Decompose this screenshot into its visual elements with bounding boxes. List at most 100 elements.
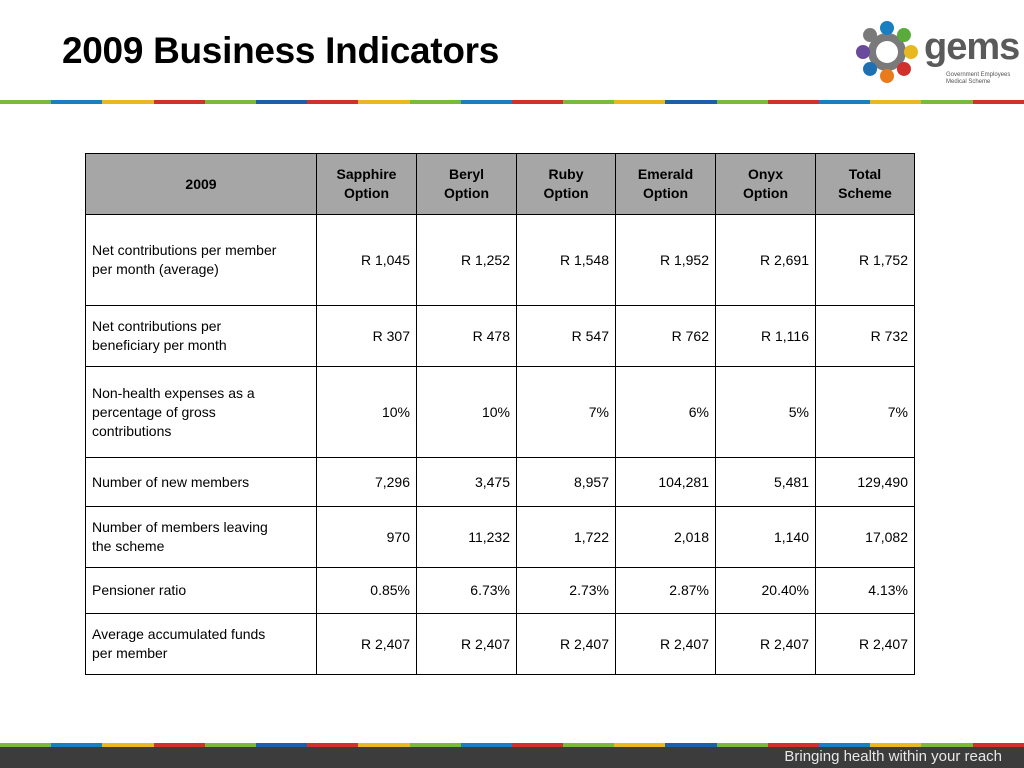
stripe-segment — [153, 743, 205, 747]
table-row: Average accumulated funds per member R 2,… — [85, 613, 915, 675]
table-cell: R 1,252 — [416, 214, 517, 306]
stripe-segment — [819, 100, 871, 104]
table-cell: R 547 — [516, 305, 616, 367]
table-cell: 1,140 — [715, 506, 816, 568]
table-cell: R 2,407 — [615, 613, 716, 675]
table-cell: R 1,045 — [316, 214, 417, 306]
table-cell: 970 — [316, 506, 417, 568]
stripe-segment — [307, 743, 359, 747]
table-cell: R 1,116 — [715, 305, 816, 367]
logo-petal — [880, 69, 894, 83]
stripe-segment — [614, 100, 666, 104]
stripe-segment — [204, 100, 256, 104]
table-row: Number of members leaving the scheme 970 … — [85, 506, 915, 568]
table-header-row: 2009 Sapphire Option Beryl Option Ruby Opti… — [85, 153, 915, 215]
table-cell: 3,475 — [416, 457, 517, 507]
table-cell: 7% — [516, 366, 616, 458]
gems-logo: gems Government Employees Medical Scheme — [852, 14, 1020, 90]
logo-petal — [863, 28, 878, 43]
stripe-segment — [921, 743, 973, 747]
stripe-segment — [716, 743, 768, 747]
table-cell: 7,296 — [316, 457, 417, 507]
logo-petal — [896, 28, 911, 43]
table-cell: 104,281 — [615, 457, 716, 507]
stripe-segment — [409, 100, 461, 104]
table-cell: R 1,952 — [615, 214, 716, 306]
table-cell: 17,082 — [815, 506, 915, 568]
table-cell: R 1,548 — [516, 214, 616, 306]
stripe-segment — [819, 743, 871, 747]
table-cell: R 1,752 — [815, 214, 915, 306]
header-color-stripe — [0, 100, 1024, 104]
table-cell: 1,722 — [516, 506, 616, 568]
table-row: Non-health expenses as a percentage of gr… — [85, 366, 915, 458]
table-cell: 2,018 — [615, 506, 716, 568]
logo-subtitle-line: Government Employees — [946, 72, 1011, 78]
stripe-segment — [0, 743, 52, 747]
table-cell: 0.85% — [316, 567, 417, 614]
logo-wordmark: gems — [924, 26, 1020, 68]
stripe-segment — [665, 100, 717, 104]
stripe-segment — [153, 100, 205, 104]
table-cell: R 762 — [615, 305, 716, 367]
logo-petal — [856, 45, 870, 59]
stripe-segment — [51, 743, 103, 747]
table-cell: 8,957 — [516, 457, 616, 507]
stripe-segment — [204, 743, 256, 747]
stripe-segment — [563, 743, 615, 747]
stripe-segment — [563, 100, 615, 104]
table-cell: 5% — [715, 366, 816, 458]
table-cell: R 2,407 — [516, 613, 616, 675]
stripe-segment — [409, 743, 461, 747]
table-cell: 5,481 — [715, 457, 816, 507]
table-cell: 20.40% — [715, 567, 816, 614]
stripe-segment — [767, 743, 819, 747]
stripe-segment — [255, 743, 308, 747]
footer-tagline: Bringing health within your reach — [784, 748, 1002, 765]
header-year: 2009 — [85, 153, 317, 215]
table-row: Number of new members 7,296 3,475 8,957 … — [85, 457, 915, 507]
table-cell: 10% — [416, 366, 517, 458]
stripe-segment — [921, 100, 973, 104]
stripe-segment — [665, 743, 717, 747]
row-label: Net contributions per member per month (a… — [85, 214, 317, 306]
table-cell: R 478 — [416, 305, 517, 367]
table-cell: R 2,407 — [316, 613, 417, 675]
table-cell: R 307 — [316, 305, 417, 367]
stripe-segment — [716, 100, 768, 104]
stripe-segment — [870, 743, 922, 747]
stripe-segment — [972, 743, 1024, 747]
stripe-segment — [51, 100, 103, 104]
stripe-segment — [460, 743, 512, 747]
header-beryl-option: Beryl Option — [416, 153, 517, 215]
slide-title: 2009 Business Indicators — [62, 30, 499, 71]
business-indicators-table: 2009 Sapphire Option Beryl Option Ruby Opti… — [85, 153, 915, 675]
stripe-segment — [870, 100, 922, 104]
table-cell: R 2,691 — [715, 214, 816, 306]
header-ruby-option: Ruby Option — [516, 153, 616, 215]
logo-petal — [880, 21, 894, 35]
stripe-segment — [102, 743, 154, 747]
row-label: Net contributions per beneficiary per mon… — [85, 305, 317, 367]
stripe-segment — [767, 100, 819, 104]
row-label: Average accumulated funds per member — [85, 613, 317, 675]
table-cell: 10% — [316, 366, 417, 458]
header-onyx-option: Onyx Option — [715, 153, 816, 215]
stripe-segment — [358, 100, 410, 104]
logo-petal — [904, 45, 918, 59]
stripe-segment — [255, 100, 308, 104]
table-row: Net contributions per beneficiary per mon… — [85, 305, 915, 367]
stripe-segment — [0, 100, 52, 104]
table-row: Net contributions per member per month (a… — [85, 214, 915, 306]
stripe-segment — [511, 743, 564, 747]
footer-color-stripe — [0, 743, 1024, 747]
row-label: Number of members leaving the scheme — [85, 506, 317, 568]
header-emerald-option: Emerald Option — [615, 153, 716, 215]
stripe-segment — [102, 100, 154, 104]
table-row: Pensioner ratio 0.85% 6.73% 2.73% 2.87% … — [85, 567, 915, 614]
logo-subtitle-line: Medical Scheme — [946, 79, 991, 85]
table-cell: 2.87% — [615, 567, 716, 614]
header-sapphire-option: Sapphire Option — [316, 153, 417, 215]
table-cell: 2.73% — [516, 567, 616, 614]
logo-subtitle: Government Employees Medical Scheme — [946, 72, 1016, 86]
